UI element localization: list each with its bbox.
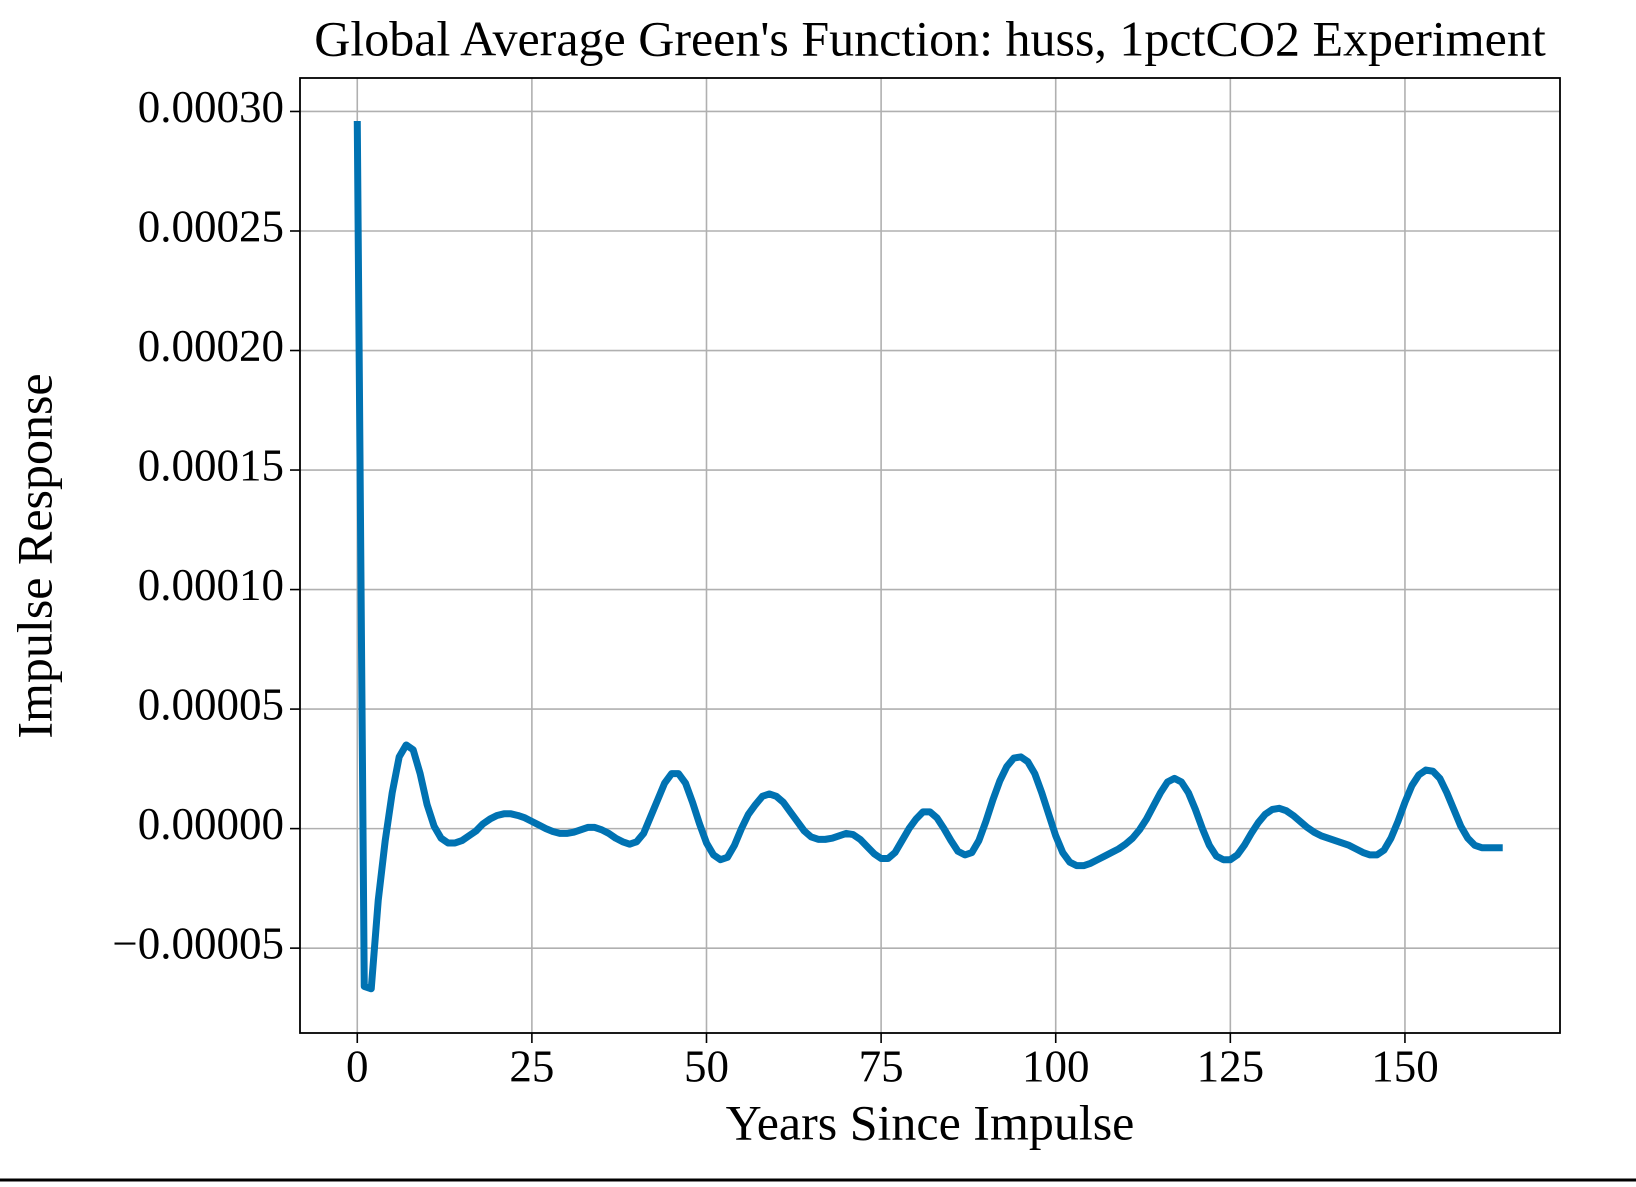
x-tick-label: 125 xyxy=(1197,1041,1265,1091)
y-tick-label: 0.00020 xyxy=(138,321,284,371)
y-tick-label: 0.00025 xyxy=(138,201,284,251)
y-tick-label: 0.00000 xyxy=(138,799,284,849)
x-axis-label: Years Since Impulse xyxy=(726,1094,1135,1150)
chart-title: Global Average Green's Function: huss, 1… xyxy=(314,10,1546,66)
y-tick-label: 0.00010 xyxy=(138,560,284,610)
y-tick-label: 0.00015 xyxy=(138,440,284,490)
x-tick-label: 100 xyxy=(1022,1041,1090,1091)
data-line xyxy=(353,121,1503,993)
y-tick-label: 0.00030 xyxy=(138,82,284,132)
y-tick-label: 0.00005 xyxy=(138,679,284,729)
plot-frame xyxy=(299,77,1561,1034)
x-tick-label: 150 xyxy=(1371,1041,1439,1091)
y-axis-label: Impulse Response xyxy=(6,373,62,738)
x-tick-label: 75 xyxy=(859,1041,904,1091)
y-tick-label: −0.00005 xyxy=(112,918,284,968)
x-tick-label: 0 xyxy=(346,1041,369,1091)
x-tick-label: 50 xyxy=(684,1041,729,1091)
x-tick-label: 25 xyxy=(509,1041,554,1091)
